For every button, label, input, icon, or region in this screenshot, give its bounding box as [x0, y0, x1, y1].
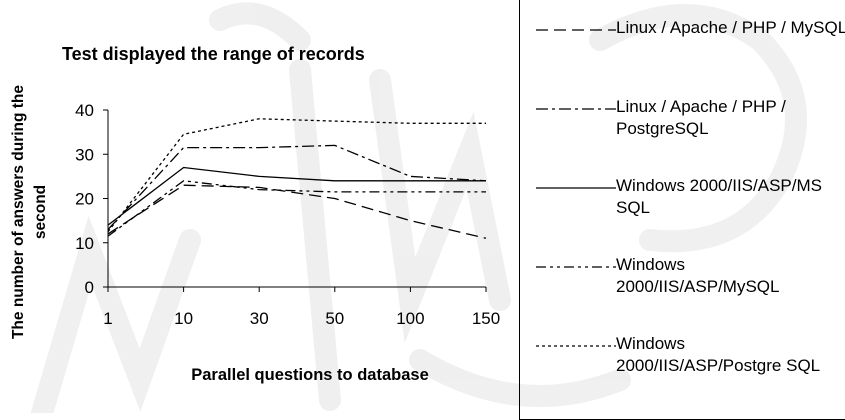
series-line: [107, 144, 487, 230]
legend-label: Linux / Apache / PHP / MySQL: [616, 18, 845, 37]
chart-legend: Linux / Apache / PHP / MySQL Linux / Apa…: [519, 0, 845, 420]
y-tick-label: 0: [85, 278, 94, 297]
x-axis-label: Parallel questions to database: [191, 366, 429, 384]
x-tick-label: 30: [250, 309, 269, 328]
x-tick-label: 10: [174, 309, 193, 328]
y-tick-label: 10: [75, 234, 94, 253]
series-line: [107, 184, 487, 239]
legend-swatch: [536, 266, 616, 268]
x-tick-label: 150: [472, 309, 500, 328]
x-tick-label: 50: [325, 309, 344, 328]
y-axis-label: The number of answers during the second: [10, 84, 49, 340]
legend-label: Windows 2000/IIS/ASP/MS SQL: [616, 176, 822, 217]
series-line: [107, 118, 486, 233]
legend-swatch: [536, 108, 616, 110]
series-line: [107, 166, 486, 226]
legend-label: Linux / Apache / PHP / PostgreSQL: [616, 97, 786, 138]
chart-title: Test displayed the range of records: [62, 44, 365, 64]
legend-label: Windows 2000/IIS/ASP/MySQL: [616, 255, 780, 296]
x-tick-label: 1: [103, 309, 112, 328]
y-tick-label: 20: [75, 190, 94, 209]
chart-series: [107, 118, 487, 239]
y-tick-label: 40: [75, 101, 94, 120]
chart-axes: [107, 110, 486, 288]
legend-swatch: [536, 345, 616, 347]
legend-swatch: [536, 187, 616, 189]
series-line: [107, 180, 486, 237]
y-tick-label: 30: [75, 145, 94, 164]
legend-swatch: [536, 29, 616, 31]
x-tick-label: 100: [396, 309, 424, 328]
chart-ticks: 0 10 20 30 40 1 10 30 50 100 150: [75, 101, 500, 328]
chart-plot-area: 0 10 20 30 40 1 10 30 50 100 150: [75, 101, 500, 328]
legend-label: Windows 2000/IIS/ASP/Postgre SQL: [616, 334, 821, 375]
